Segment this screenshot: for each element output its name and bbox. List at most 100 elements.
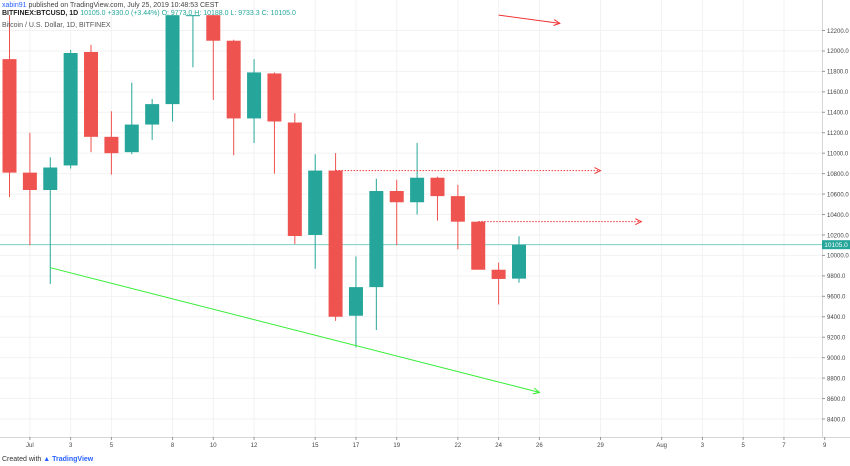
- time-tick-label: 5: [742, 443, 746, 449]
- change-value: +330.0 (+3.44%): [107, 10, 160, 17]
- candle-jul-19: [389, 179, 404, 246]
- time-tick-label: 29: [597, 443, 604, 449]
- footer: Created with ▲ TradingView: [2, 455, 93, 465]
- candle-jul-10: [206, 15, 221, 101]
- time-tick-label: 10: [210, 443, 217, 449]
- candle-body: [389, 191, 404, 203]
- time-tick-label: 12: [251, 443, 258, 449]
- candle-body: [410, 177, 425, 203]
- candle-body: [450, 196, 465, 222]
- candle-jul-9: [185, 15, 200, 68]
- candle-body: [43, 167, 58, 190]
- price-tick-label: 10000.0: [827, 254, 849, 260]
- candle-jul-22: [450, 184, 465, 250]
- publish-info: published on TradingView.com, July 25, 2…: [28, 2, 219, 9]
- price-axis[interactable]: 8400.0 8600.0 8800.0 9000.0 9200.0 9400.0 9600…: [822, 0, 850, 446]
- symbol-line: BITFINEX:BTCUSD, 1D 10105.0 +330.0 (+3.4…: [2, 9, 296, 18]
- candle-body: [512, 244, 526, 279]
- candle-body: [104, 136, 119, 154]
- candle-jul-6: [124, 82, 139, 155]
- time-tick-label: 26: [536, 443, 543, 449]
- candle-body: [2, 59, 17, 173]
- arrow-head: [553, 19, 561, 26]
- candle-body: [165, 15, 180, 105]
- candle-jul-5: [104, 111, 119, 175]
- time-tick-label: 3: [701, 443, 705, 449]
- chart-header: xabin91 published on TradingView.com, Ju…: [2, 0, 602, 30]
- candle-body: [267, 73, 282, 122]
- author-name[interactable]: xabin91: [2, 2, 27, 9]
- publish-line: xabin91 published on TradingView.com, Ju…: [2, 1, 219, 10]
- candle-body: [206, 15, 221, 41]
- time-tick-label: 17: [353, 443, 360, 449]
- candle-body: [491, 269, 506, 279]
- price-tick-label: 12200.0: [827, 29, 849, 35]
- price-tick-label: 11200.0: [827, 131, 849, 137]
- time-tick-label: 5: [110, 443, 114, 449]
- last-price-badge: [822, 240, 850, 250]
- candle-jul-13: [267, 72, 282, 174]
- annotations-layer: [50, 14, 643, 395]
- footer-prefix: Created with: [2, 456, 42, 463]
- price-tick-label: 11800.0: [827, 70, 849, 76]
- candle-body: [287, 122, 302, 236]
- candle-body: [308, 170, 323, 235]
- last-price-tag: 10105.0: [822, 240, 850, 250]
- time-tick-label: Jul: [26, 443, 34, 449]
- arrow-head: [635, 218, 643, 226]
- price-tick-label: 9000.0: [827, 356, 846, 362]
- candle-jul-2: [43, 157, 58, 285]
- candle-body: [84, 51, 99, 137]
- time-axis-bg: [0, 437, 850, 452]
- time-tick-label: 9: [823, 443, 827, 449]
- last-price-label: 10105.0: [824, 242, 848, 249]
- candle-body: [247, 72, 262, 119]
- candle-body: [22, 172, 37, 190]
- open-value: O: 9773.0: [161, 10, 193, 17]
- time-tick-label: 15: [312, 443, 319, 449]
- candle-jul-3: [63, 49, 78, 169]
- candle-jul-24: [491, 262, 506, 305]
- chart-subtitle: Bitcoin / U.S. Dollar, 1D, BITFINEX: [2, 22, 111, 29]
- symbol-name[interactable]: BITFINEX:BTCUSD, 1D: [2, 10, 79, 17]
- price-tick-label: 10800.0: [827, 172, 849, 178]
- high-value: H: 10188.0: [194, 10, 229, 17]
- price-tick-label: 8400.0: [827, 417, 846, 423]
- candle-jul-14: [287, 113, 302, 245]
- candle-jul-7: [145, 98, 160, 140]
- price-axis-bg: [822, 0, 850, 446]
- trend-arrow: [498, 14, 561, 26]
- candle-jul-8: [165, 15, 180, 122]
- time-tick-label: 24: [495, 443, 502, 449]
- tradingview-brand[interactable]: TradingView: [52, 456, 94, 463]
- candle-body: [369, 191, 384, 288]
- chart-grid: [0, 0, 826, 437]
- candle-jul-23: [471, 221, 486, 270]
- arrow-head: [594, 167, 602, 175]
- tradingview-logo-icon[interactable]: ▲: [43, 456, 51, 463]
- candle-body: [430, 177, 445, 197]
- last-value: 10105.0: [80, 10, 106, 17]
- time-tick-label: 22: [455, 443, 462, 449]
- candle-jul-12: [247, 59, 262, 143]
- candle-jul-1: [22, 132, 37, 246]
- candle-body: [471, 221, 486, 270]
- candle-jul-21: [430, 176, 445, 221]
- time-axis[interactable]: Jul 3 5 8 10 12 15 17 19 22 24 26 29 Aug 3 5 7 9: [0, 437, 850, 452]
- candle-jun-30: [2, 15, 17, 198]
- low-value: L: 9733.3: [230, 10, 260, 17]
- candle-body: [328, 170, 343, 317]
- candle-body: [185, 15, 200, 17]
- price-tick-label: 9200.0: [827, 336, 846, 342]
- time-tick-label: 7: [782, 443, 786, 449]
- price-tick-label: 11400.0: [827, 111, 849, 117]
- dotted-ray: [335, 167, 602, 175]
- candle-body: [226, 40, 241, 119]
- trend-arrow: [50, 267, 541, 395]
- time-tick-label: 8: [171, 443, 175, 449]
- price-tick-label: 12000.0: [827, 49, 849, 55]
- candle-jul-18: [369, 178, 384, 331]
- price-tick-label: 9400.0: [827, 315, 846, 321]
- price-tick-label: 10200.0: [827, 233, 849, 239]
